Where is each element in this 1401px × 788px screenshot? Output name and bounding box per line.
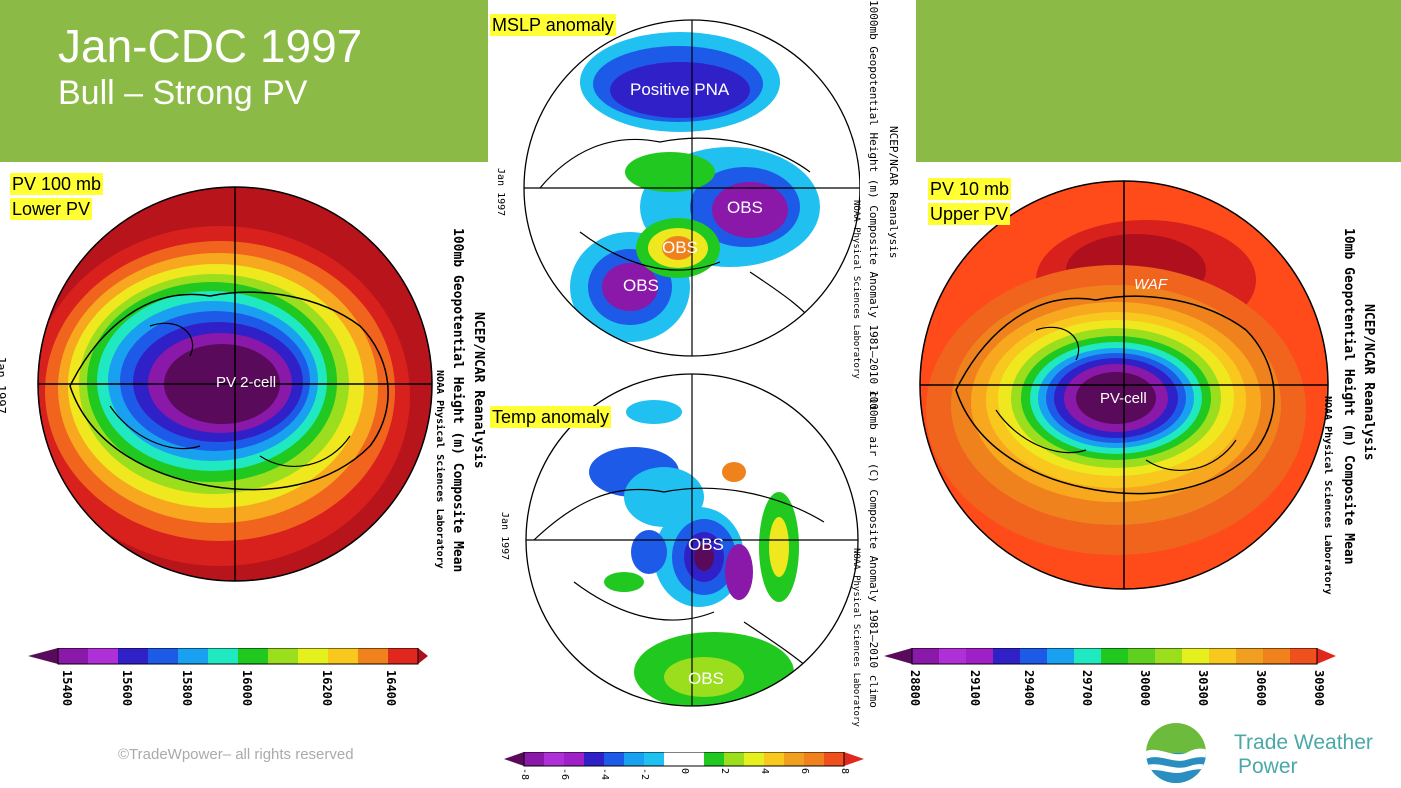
colorbar-pv100-tick: 15600 — [120, 670, 134, 707]
temp-side-text-2: NOAA Physical Sciences Laboratory — [851, 548, 861, 727]
colorbar-pv10-tick: 30900 — [1312, 670, 1326, 707]
right-side-text-1: NCEP/NCAR Reanalysis — [1361, 304, 1376, 461]
pv-2cell-label: PV 2-cell — [216, 374, 277, 391]
pv-cell-label: PV-cell — [1100, 390, 1147, 407]
lower-pv-label: Lower PV — [10, 198, 93, 220]
colorbar-temp — [504, 752, 864, 767]
pv100-label: PV 100 mb — [10, 173, 104, 195]
mslp-side-text-3: NOAA Physical Sciences Laboratory — [851, 200, 861, 379]
left-date-text: Jan 1997 — [0, 356, 8, 414]
colorbar-pv10-tick: 29700 — [1080, 670, 1094, 707]
colorbar-pv100 — [28, 648, 428, 665]
obs-label: OBS — [662, 238, 698, 257]
mslp-side-text-2: 1000mb Geopotential Height (m) Composite… — [867, 0, 880, 411]
header-band-left — [0, 0, 488, 162]
right-side-text-2: 10mb Geopotential Height (m) Composite M… — [1341, 228, 1356, 565]
left-side-text-2: 100mb Geopotential Height (m) Composite … — [450, 228, 465, 573]
colorbar-pv10 — [884, 648, 1336, 665]
positive-pna-label: Positive PNA — [630, 80, 730, 99]
colorbar-temp-tick: 0 — [679, 768, 690, 775]
temp-anomaly-label: Temp anomaly — [490, 406, 612, 428]
brand-name-line2: Power — [1238, 755, 1298, 778]
colorbar-temp-tick: 8 — [839, 768, 850, 775]
page-subtitle: Bull – Strong PV — [58, 74, 308, 112]
colorbar-pv10-tick: 29100 — [968, 670, 982, 707]
map-mslp-anomaly — [523, 19, 860, 357]
colorbar-pv100-tick: 15400 — [60, 670, 74, 707]
wave-globe-logo-icon — [1146, 723, 1206, 783]
colorbar-temp-tick: -8 — [519, 768, 530, 781]
temp-side-text-1: 1000mb air (C) Composite Anomaly 1981–20… — [867, 390, 880, 708]
map-pv-10mb — [919, 180, 1329, 590]
mslp-side-text-1: NCEP/NCAR Reanalysis — [887, 126, 900, 259]
colorbar-pv10-tick: 29400 — [1022, 670, 1036, 707]
colorbar-pv10-tick: 30600 — [1254, 670, 1268, 707]
colorbar-pv100-tick: 16000 — [240, 670, 254, 707]
colorbar-temp-tick: -2 — [639, 768, 650, 781]
left-side-text-1: NCEP/NCAR Reanalysis — [471, 312, 486, 469]
colorbar-pv10-tick: 30000 — [1138, 670, 1152, 707]
header-band-right — [916, 0, 1401, 162]
obs-label: OBS — [727, 198, 763, 217]
obs-label: OBS — [688, 669, 724, 688]
page-title: Jan-CDC 1997 — [58, 20, 363, 72]
colorbar-pv10-tick: 28800 — [908, 670, 922, 707]
mslp-date-text: Jan 1997 — [495, 168, 506, 217]
map-pv-100mb — [37, 186, 433, 582]
obs-label: OBS — [623, 276, 659, 295]
colorbar-pv10-tick: 30300 — [1196, 670, 1210, 707]
map-temp-anomaly — [525, 373, 859, 707]
waf-label: WAF — [1134, 276, 1168, 293]
colorbar-pv100-tick: 16400 — [384, 670, 398, 707]
colorbar-temp-tick: -6 — [559, 768, 570, 781]
colorbar-temp-tick: 2 — [719, 768, 730, 775]
colorbar-pv100-tick: 15800 — [180, 670, 194, 707]
colorbar-pv100-tick: 16200 — [320, 670, 334, 707]
copyright-text: ©TradeWpower– all rights reserved — [118, 746, 354, 763]
temp-date-text: Jan 1997 — [499, 512, 510, 561]
pv10-label: PV 10 mb — [928, 178, 1012, 200]
obs-label: OBS — [688, 535, 724, 554]
mslp-anomaly-label: MSLP anomaly — [490, 14, 616, 36]
colorbar-temp-tick: 4 — [759, 768, 770, 775]
brand-name-line1: Trade Weather — [1234, 731, 1373, 754]
colorbar-temp-tick: -4 — [599, 768, 610, 781]
right-side-text-3: NOAA Physical Sciences Laboratory — [1322, 396, 1333, 595]
upper-pv-label: Upper PV — [928, 203, 1011, 225]
colorbar-temp-tick: 6 — [799, 768, 810, 775]
left-side-text-3: NOAA Physical Sciences Laboratory — [434, 370, 445, 569]
